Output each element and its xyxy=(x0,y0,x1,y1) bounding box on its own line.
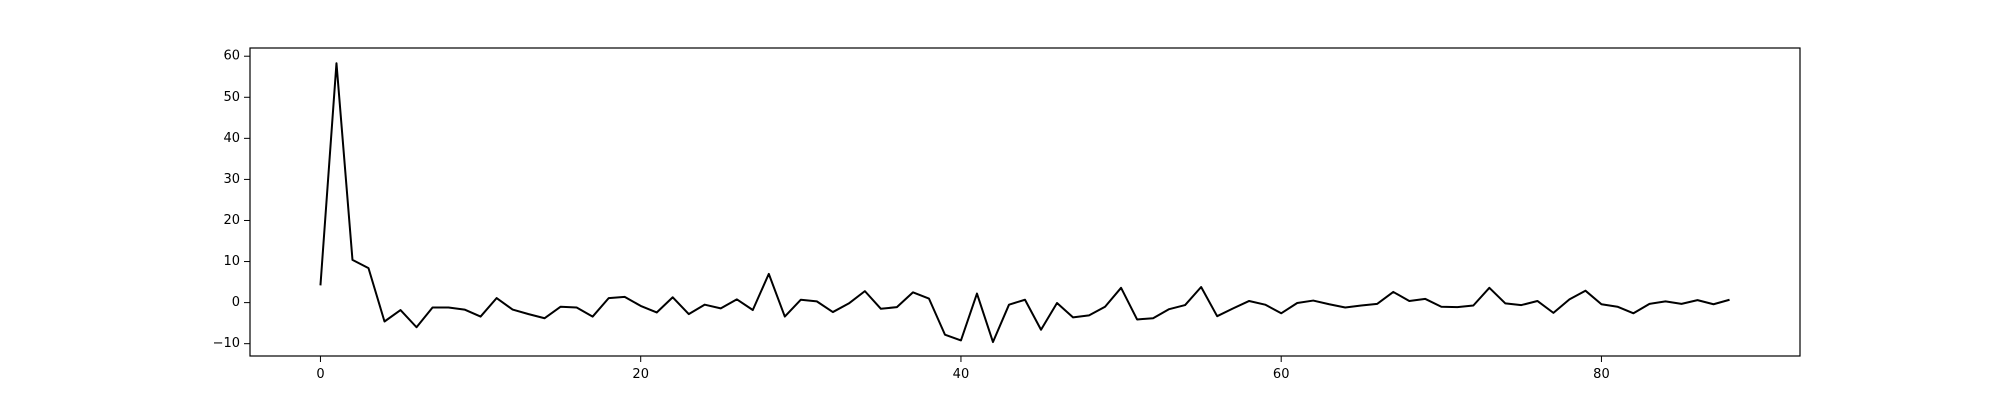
series-line xyxy=(319,62,1730,344)
y-tick-label: 60 xyxy=(223,49,240,64)
x-tick-label: 60 xyxy=(1273,367,1290,382)
x-tick-label: 0 xyxy=(316,367,324,382)
plot-area-frame xyxy=(249,47,1801,357)
y-tick-label: 40 xyxy=(223,131,240,146)
x-tick-label: 80 xyxy=(1593,367,1610,382)
y-tick-label: 20 xyxy=(223,213,240,228)
y-axis: −10 0 10 20 30 40 50 60 xyxy=(213,49,250,351)
x-axis: 0 20 40 60 80 xyxy=(316,356,1610,382)
x-tick-label: 20 xyxy=(632,367,649,382)
y-tick-label: 0 xyxy=(232,295,240,310)
y-tick-label: −10 xyxy=(213,336,240,351)
x-tick-label: 40 xyxy=(953,367,970,382)
y-tick-label: 30 xyxy=(223,172,240,187)
y-tick-label: 50 xyxy=(223,90,240,105)
y-tick-label: 10 xyxy=(223,254,240,269)
